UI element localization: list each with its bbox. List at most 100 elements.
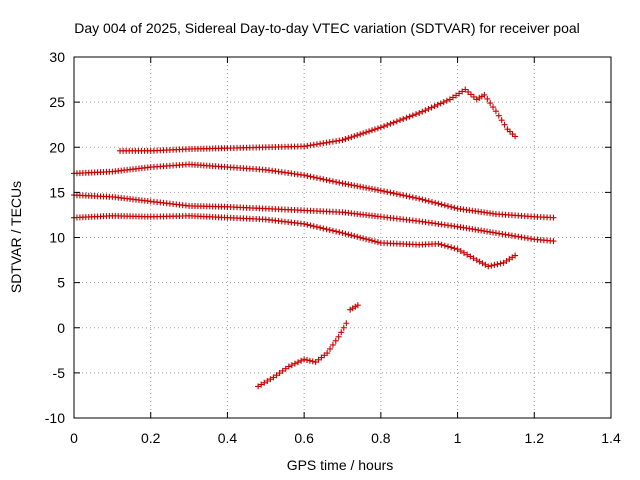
data-point (326, 226, 333, 233)
data-point (435, 240, 442, 247)
data-point (340, 324, 347, 331)
data-point (291, 360, 298, 367)
data-point (498, 117, 505, 124)
data-point (264, 377, 271, 384)
data-point (448, 244, 455, 251)
data-point (387, 120, 394, 127)
data-point (512, 133, 519, 140)
data-point (360, 235, 367, 242)
data-point (326, 177, 333, 184)
data-point (317, 175, 324, 182)
data-point (453, 92, 460, 99)
data-point (304, 221, 311, 228)
data-point (357, 131, 364, 138)
data-point (387, 189, 394, 196)
data-point (298, 357, 305, 364)
data-point (397, 191, 404, 198)
data-point (339, 229, 346, 236)
data-point (497, 260, 504, 267)
x-axis-title: GPS time / hours (287, 457, 394, 473)
data-point (501, 121, 508, 128)
data-point (329, 178, 336, 185)
series-arc-a (117, 86, 519, 154)
data-point (288, 362, 295, 369)
data-point (304, 172, 311, 179)
data-point (491, 261, 498, 268)
series-arc-d (71, 212, 519, 270)
data-point (324, 350, 331, 357)
data-point (348, 232, 355, 239)
data-point (381, 123, 388, 130)
data-point (366, 128, 373, 135)
grid-lines (74, 57, 611, 418)
data-point (374, 125, 381, 132)
data-point (464, 251, 471, 258)
data-point (441, 242, 448, 249)
data-point (435, 200, 442, 207)
data-point (467, 253, 474, 260)
series-arc-e (255, 302, 361, 390)
data-point (422, 197, 429, 204)
data-point (342, 230, 349, 237)
data-point (377, 124, 384, 131)
data-point (393, 118, 400, 125)
data-point (351, 133, 358, 140)
data-point (459, 88, 466, 95)
data-point (332, 337, 339, 344)
data-point (310, 223, 317, 230)
data-point (309, 358, 316, 365)
data-point (339, 137, 346, 144)
y-axis-title: SDTVAR / TECUs (8, 181, 24, 293)
data-point (345, 181, 352, 188)
data-point (419, 196, 426, 203)
data-point (481, 91, 488, 98)
x-tick-label: 0.4 (218, 430, 238, 446)
data-point (451, 204, 458, 211)
data-point (306, 357, 313, 364)
data-point (429, 199, 435, 206)
data-point (363, 129, 370, 136)
data-point (258, 381, 265, 388)
data-point (428, 104, 435, 111)
data-point (279, 367, 286, 374)
data-point (354, 132, 361, 139)
data-point (409, 194, 416, 201)
data-point (397, 117, 404, 124)
data-point (441, 202, 448, 209)
data-point (357, 183, 364, 190)
data-point (377, 187, 384, 194)
y-tick-label: -5 (53, 365, 66, 381)
data-point (348, 182, 355, 189)
data-point (425, 105, 432, 112)
data-point (384, 121, 391, 128)
x-tick-label: 0.6 (294, 430, 314, 446)
data-point (406, 193, 413, 200)
data-point (320, 225, 327, 232)
data-point (400, 115, 407, 122)
data-point (357, 234, 364, 241)
data-point (310, 174, 317, 181)
data-point (354, 233, 361, 240)
data-point (550, 238, 557, 245)
data-point (363, 236, 370, 243)
data-point (444, 203, 451, 210)
data-point (488, 262, 495, 269)
data-point (323, 176, 330, 183)
data-point (348, 134, 355, 141)
data-point (369, 185, 376, 192)
data-point (400, 192, 407, 199)
data-point (336, 179, 343, 186)
data-point (451, 245, 458, 252)
y-tick-label: 10 (49, 230, 65, 246)
data-point (270, 374, 277, 381)
data-point (371, 186, 378, 193)
data-point (490, 104, 497, 111)
data-point (390, 119, 397, 126)
data-point (336, 229, 343, 236)
data-point (512, 252, 519, 259)
y-tick-label: 30 (49, 49, 65, 65)
data-point (366, 236, 373, 243)
data-point (323, 226, 330, 233)
data-point (267, 376, 274, 383)
data-point (351, 182, 358, 189)
